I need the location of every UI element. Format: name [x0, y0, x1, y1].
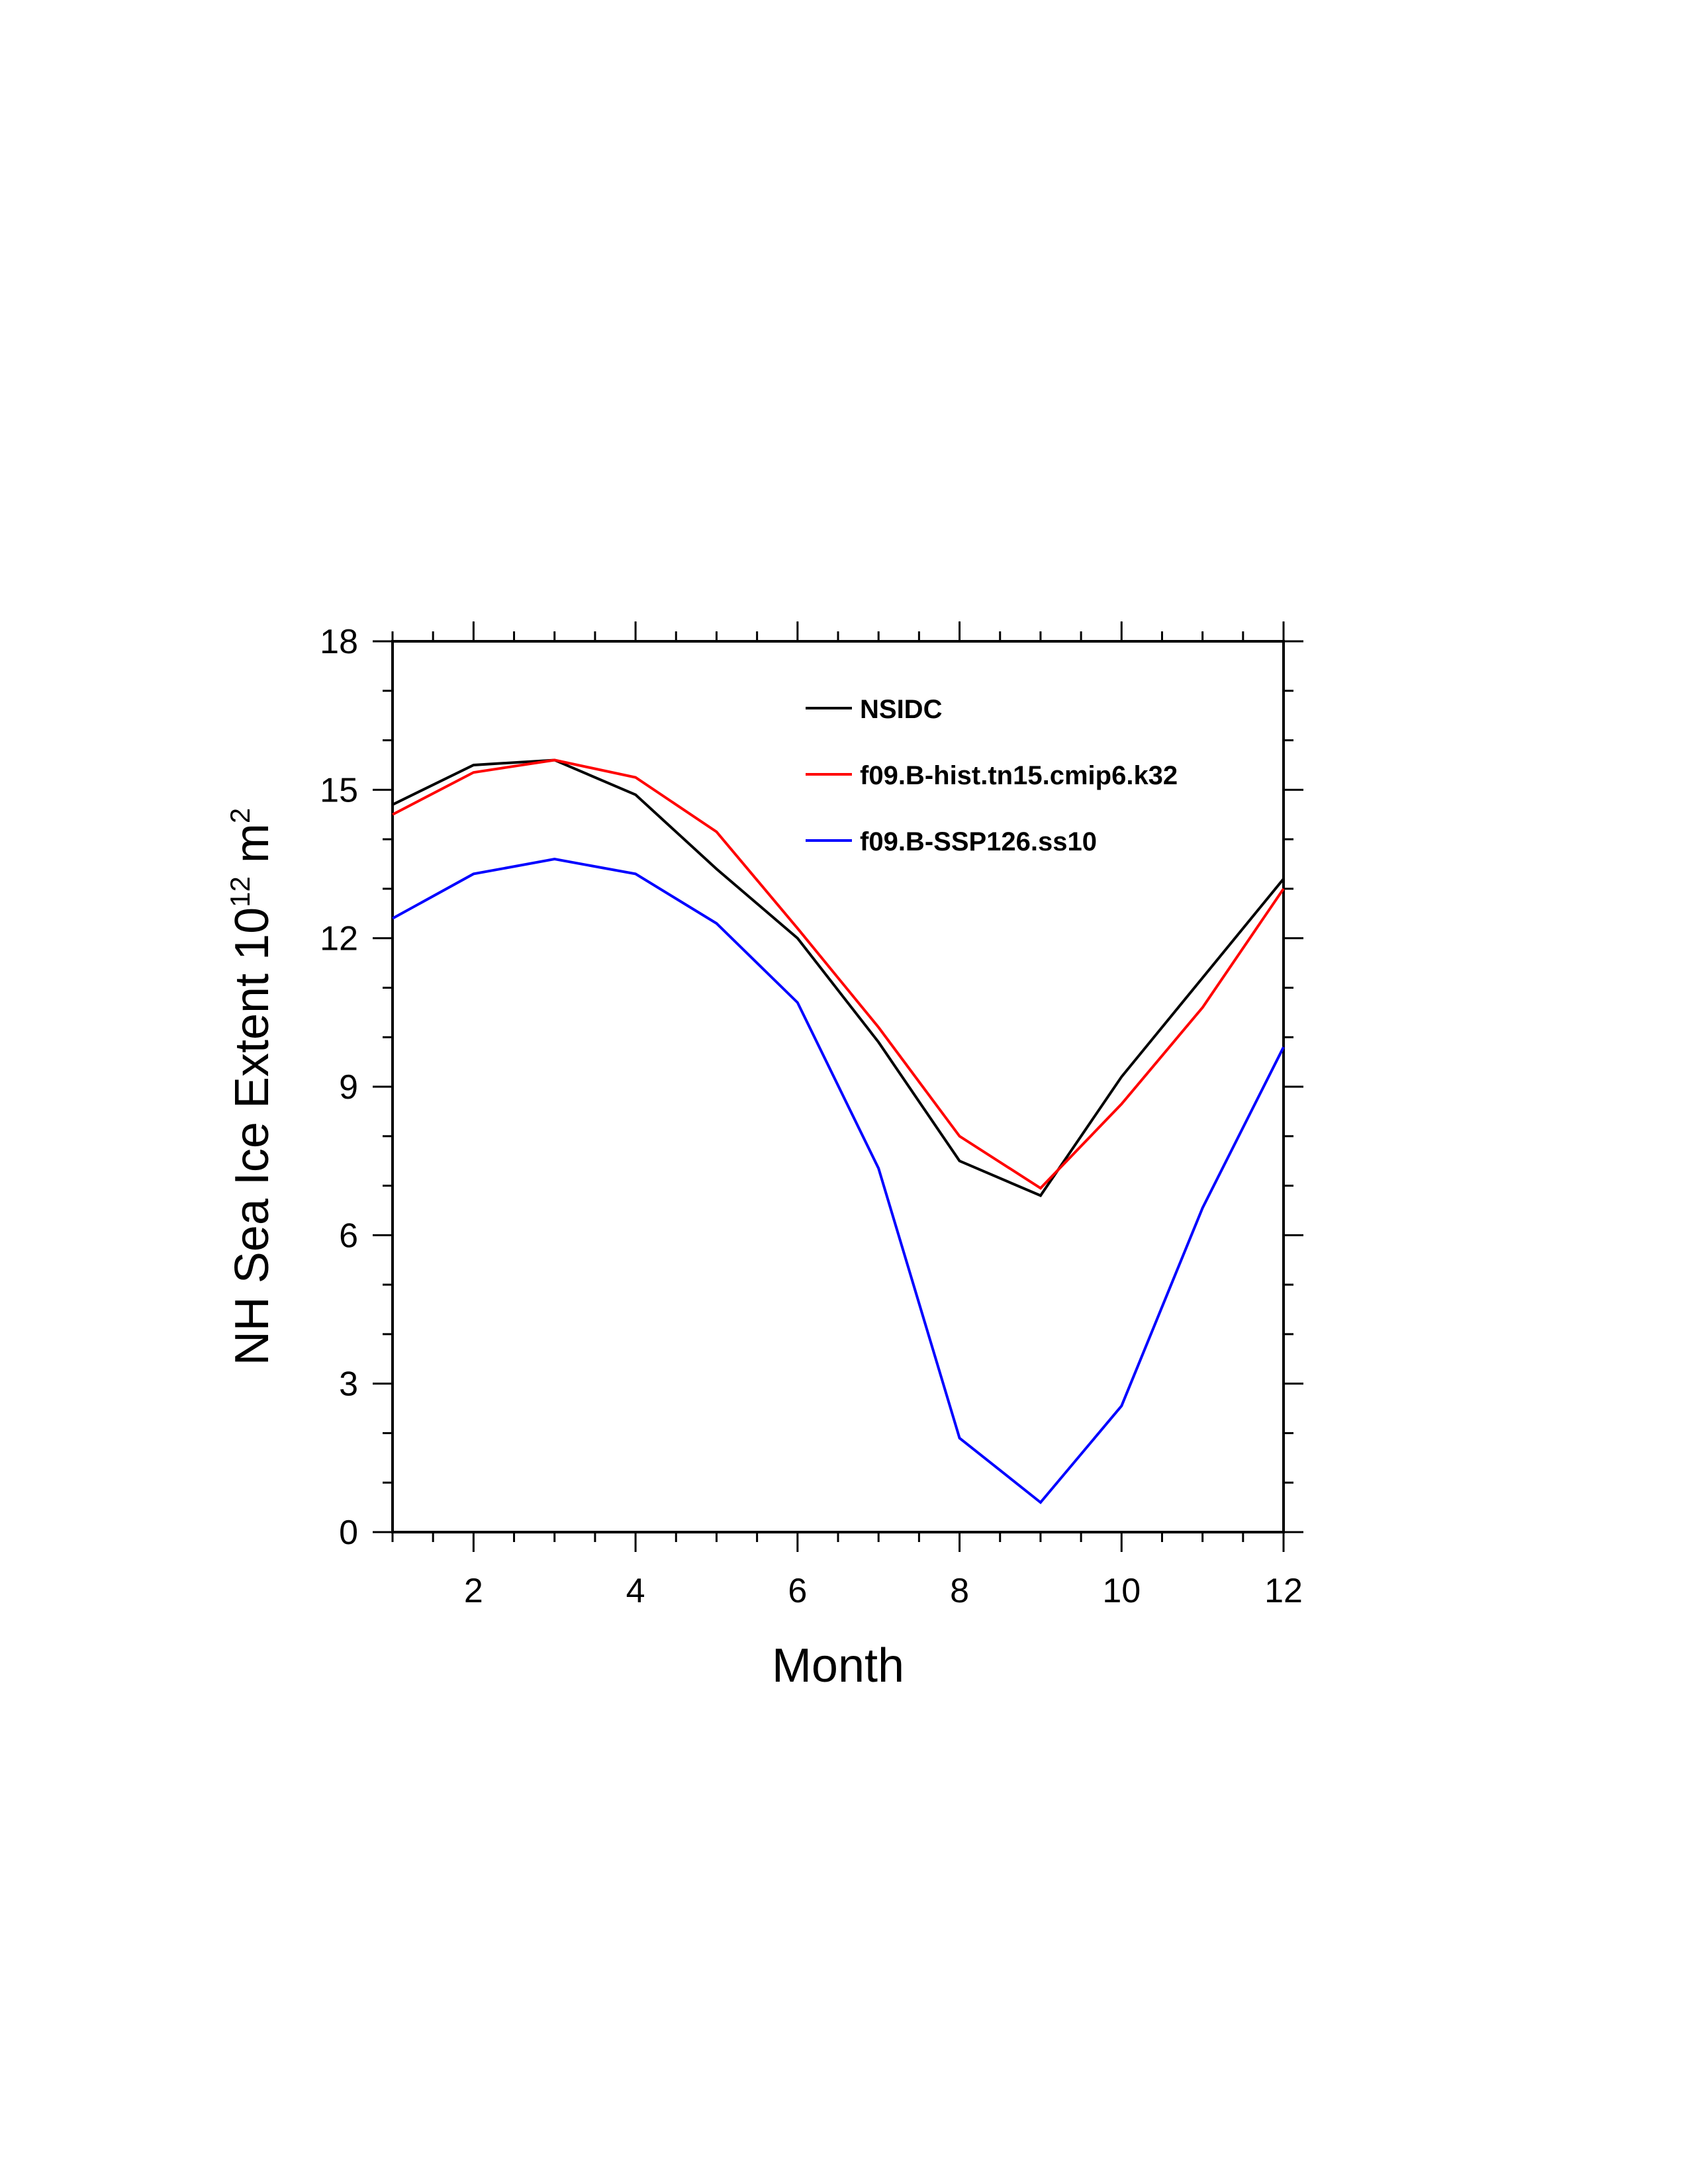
series-lines — [392, 758, 1285, 1504]
legend-label-nsidc: NSIDC — [860, 695, 942, 724]
y-axis-title: NH Sea Ice Extent 1012 m2 — [224, 808, 279, 1365]
y-tick-label: 18 — [320, 623, 358, 661]
ticks — [373, 621, 1303, 1552]
series-line-1 — [392, 758, 1285, 1190]
legend: NSIDC f09.B-hist.tn15.cmip6.k32 f09.B-SS… — [806, 695, 1178, 856]
x-tick-label: 12 — [1264, 1572, 1303, 1610]
x-axis-title: Month — [772, 1639, 904, 1692]
x-tick-label: 6 — [788, 1572, 807, 1610]
y-tick-label: 0 — [339, 1514, 358, 1552]
legend-label-ssp126: f09.B-SSP126.ss10 — [860, 827, 1097, 856]
x-tick-label: 4 — [626, 1572, 645, 1610]
legend-label-hist: f09.B-hist.tn15.cmip6.k32 — [860, 761, 1178, 790]
y-tick-label: 6 — [339, 1216, 358, 1255]
series-line-2 — [392, 857, 1285, 1504]
y-tick-label: 12 — [320, 920, 358, 958]
x-tick-label: 2 — [464, 1572, 483, 1610]
x-tick-label: 8 — [950, 1572, 969, 1610]
y-tick-label: 9 — [339, 1068, 358, 1107]
y-tick-label: 3 — [339, 1365, 358, 1404]
tick-labels: 2 4 6 8 10 12 0 3 6 9 12 15 18 — [320, 623, 1303, 1610]
x-tick-label: 10 — [1102, 1572, 1141, 1610]
y-tick-label: 15 — [320, 771, 358, 809]
